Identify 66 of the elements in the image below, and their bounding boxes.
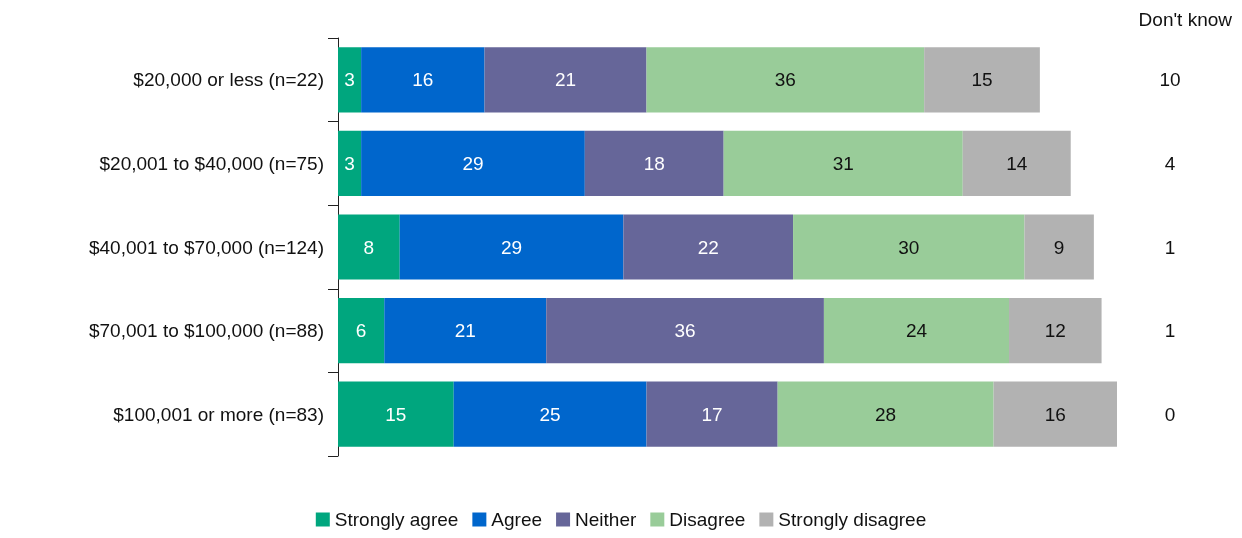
data-label: 36 bbox=[674, 320, 696, 342]
data-label: 8 bbox=[363, 236, 375, 258]
data-label: 31 bbox=[832, 152, 854, 174]
data-label: 25 bbox=[539, 403, 561, 425]
legend-label: Strongly agree bbox=[334, 509, 459, 530]
bar bbox=[793, 214, 1025, 280]
bar bbox=[338, 381, 454, 447]
y-tick-label: $40,001 to $70,000 (n=124) bbox=[88, 236, 324, 258]
data-label: 3 bbox=[344, 152, 355, 174]
bar bbox=[453, 381, 647, 447]
text: 10 bbox=[1159, 69, 1181, 91]
y-tick-label: $20,000 or less (n=22) bbox=[133, 69, 324, 91]
data-label: 21 bbox=[454, 320, 476, 342]
bar bbox=[546, 298, 824, 364]
text: 1 bbox=[1164, 320, 1176, 342]
y-tick-label: $100,001 or more (n=83) bbox=[113, 403, 324, 425]
bar bbox=[338, 214, 400, 280]
data-label: 36 bbox=[774, 69, 796, 91]
data-label: 30 bbox=[898, 236, 920, 258]
bar bbox=[646, 47, 925, 113]
bar bbox=[484, 47, 647, 113]
legend-label: Neither bbox=[575, 509, 637, 530]
text: 4 bbox=[1164, 152, 1176, 174]
data-label: 6 bbox=[355, 320, 367, 342]
legend-label: Strongly disagree bbox=[778, 509, 927, 530]
bar bbox=[361, 47, 485, 113]
y-tick-label: $20,001 to $40,000 (n=75) bbox=[99, 152, 324, 174]
bar bbox=[338, 47, 362, 113]
bar bbox=[823, 298, 1010, 364]
data-label: 15 bbox=[971, 69, 993, 91]
data-label: 22 bbox=[697, 236, 719, 258]
legend-label: Agree bbox=[491, 509, 543, 530]
data-label: 29 bbox=[500, 236, 523, 258]
data-label: 12 bbox=[1044, 320, 1066, 342]
bar bbox=[361, 130, 585, 196]
bar bbox=[584, 130, 724, 196]
data-label: 29 bbox=[462, 152, 484, 174]
data-label: 16 bbox=[1044, 403, 1066, 425]
data-label: 15 bbox=[385, 403, 407, 425]
text: 0 bbox=[1164, 403, 1176, 425]
bar bbox=[924, 47, 1040, 113]
bar bbox=[1024, 214, 1094, 280]
data-label: 28 bbox=[875, 403, 897, 425]
bar bbox=[384, 298, 547, 364]
bar bbox=[338, 298, 385, 364]
bar bbox=[993, 381, 1117, 447]
bar bbox=[623, 214, 794, 280]
y-tick-label: $70,001 to $100,000 (n=88) bbox=[88, 320, 324, 342]
bar bbox=[1009, 298, 1102, 364]
bar bbox=[962, 130, 1071, 196]
data-label: 9 bbox=[1053, 236, 1065, 258]
legend-label: Disagree bbox=[669, 509, 746, 530]
data-label: 18 bbox=[643, 152, 665, 174]
bar bbox=[338, 130, 362, 196]
bar bbox=[723, 130, 963, 196]
data-label: 3 bbox=[344, 69, 355, 91]
text: Don't know bbox=[1138, 9, 1233, 30]
bar bbox=[399, 214, 624, 280]
data-label: 24 bbox=[905, 320, 928, 342]
text: 1 bbox=[1164, 236, 1176, 258]
data-label: 14 bbox=[1006, 152, 1028, 174]
bar bbox=[777, 381, 994, 447]
data-label: 21 bbox=[554, 69, 577, 91]
data-label: 16 bbox=[412, 69, 434, 91]
data-label: 17 bbox=[701, 403, 723, 425]
bar bbox=[646, 381, 778, 447]
